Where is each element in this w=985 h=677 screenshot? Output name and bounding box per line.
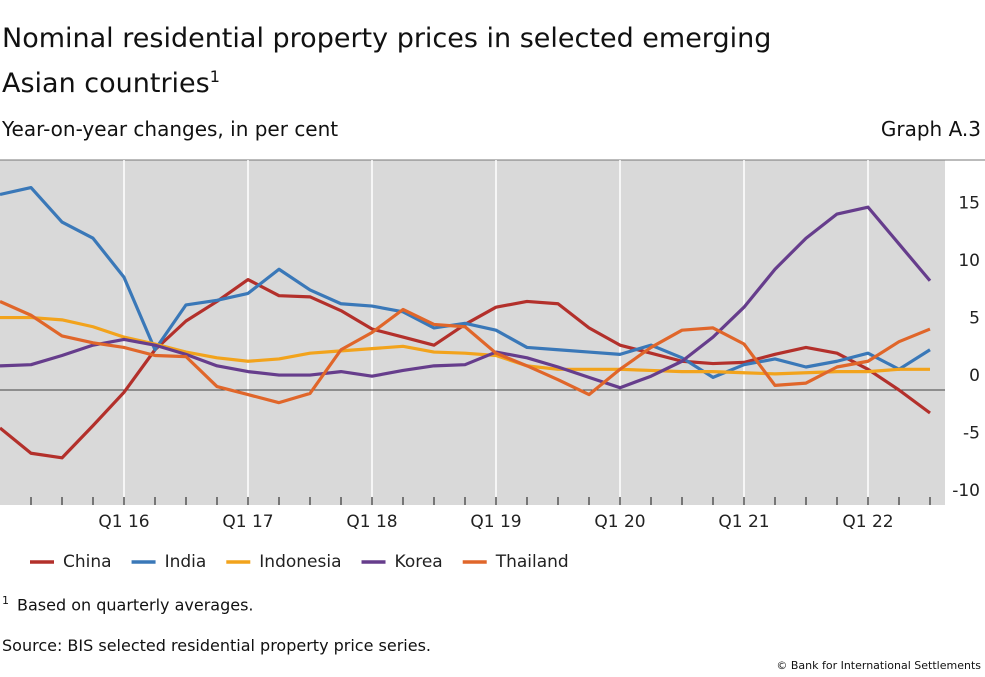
x-tick-label: Q1 16: [98, 512, 149, 532]
legend-item: Indonesia: [226, 552, 342, 572]
y-tick-label: -10: [952, 481, 980, 501]
y-tick-label: 0: [969, 366, 980, 386]
chart: Q1 16 Q1 17 Q1 18 Q1 19 Q1 20 Q1 21 Q1 22 -10 -5…: [0, 159, 985, 572]
x-tick-label: Q1 20: [594, 512, 645, 532]
legend-label: India: [165, 552, 207, 572]
legend-label: China: [63, 552, 112, 572]
legend-item: Korea: [361, 552, 443, 572]
x-tick-label: Q1 18: [346, 512, 397, 532]
series-line: [0, 205, 932, 390]
y-tick-label: 5: [969, 309, 980, 329]
footnote-mark: 1: [2, 594, 9, 607]
y-tick-label: 15: [958, 194, 980, 214]
chart-title-block: Nominal residential property prices in s…: [2, 20, 772, 103]
series-line: [0, 299, 931, 405]
subtitle: Year-on-year changes, in per cent: [2, 117, 339, 141]
legend-item: Thailand: [462, 552, 569, 572]
x-tick-label: Q1 17: [222, 512, 273, 532]
legend-label: Korea: [395, 552, 443, 572]
title-note: 1: [209, 67, 220, 86]
x-tick-label: Q1 19: [470, 512, 521, 532]
copyright: © Bank for International Settlements: [776, 659, 981, 672]
x-tick-label: Q1 21: [718, 512, 769, 532]
legend-item: India: [131, 552, 207, 572]
legend-label: Indonesia: [259, 552, 341, 572]
legend-item: China: [30, 552, 112, 572]
graph-label: Graph A.3: [880, 117, 981, 141]
chart-title: Nominal residential property prices in s…: [2, 23, 772, 99]
source: Source: BIS selected residential propert…: [2, 636, 431, 655]
y-tick-label: 10: [958, 251, 980, 271]
series-line: [0, 186, 931, 379]
y-tick-label: -5: [963, 424, 980, 444]
footnote-text: Based on quarterly averages.: [17, 595, 254, 615]
legend-label: Thailand: [495, 552, 569, 572]
x-tick-label: Q1 22: [842, 512, 893, 532]
footnote: 1 Based on quarterly averages.: [2, 594, 254, 614]
